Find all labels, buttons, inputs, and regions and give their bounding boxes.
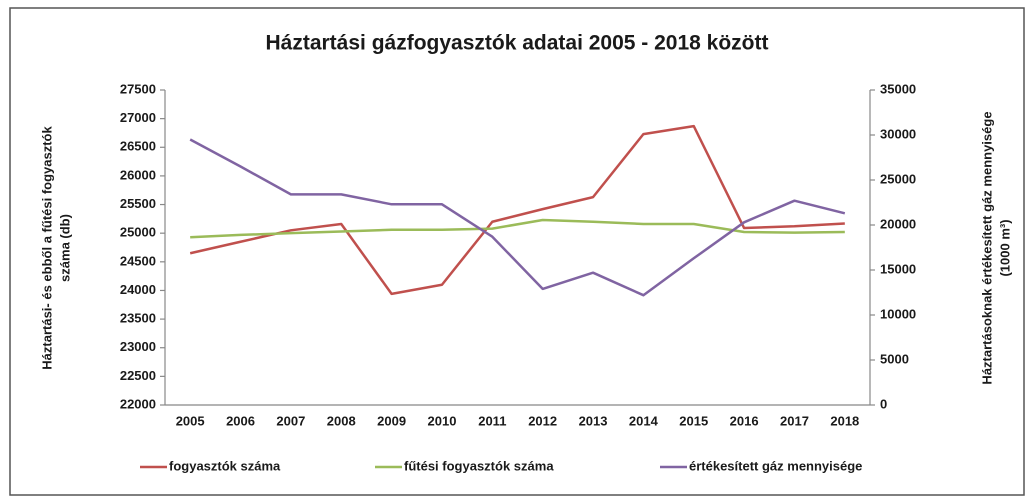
chart-title: Háztartási gázfogyasztók adatai 2005 - 2… <box>265 32 768 55</box>
y-tick-label: 24000 <box>120 282 156 297</box>
x-tick-label: 2006 <box>226 413 255 428</box>
y2-tick-label: 10000 <box>880 306 916 321</box>
series-line <box>189 124 845 296</box>
x-tick-label: 2018 <box>830 413 859 428</box>
x-tick-label: 2015 <box>679 413 708 428</box>
y-tick-label: 23000 <box>120 339 156 354</box>
y-tick-label: 26500 <box>120 139 156 154</box>
y2-axis-label: Háztartásoknak értékesített gáz mennyisé… <box>979 111 994 384</box>
y2-axis-label: (1000 m³) <box>997 219 1012 276</box>
y2-tick-label: 35000 <box>880 81 916 96</box>
y2-tick-label: 30000 <box>880 126 916 141</box>
series-line <box>190 218 845 239</box>
y-tick-label: 25500 <box>120 196 156 211</box>
y2-tick-label: 5000 <box>880 351 909 366</box>
frame <box>9 7 1025 496</box>
y-tick-label: 22500 <box>120 368 156 383</box>
x-tick-label: 2011 <box>478 413 506 428</box>
legend-label: fűtési fogyasztók száma <box>404 458 554 473</box>
x-tick-label: 2007 <box>276 413 305 428</box>
y-tick-label: 22000 <box>120 396 156 411</box>
x-tick-label: 2010 <box>428 413 457 428</box>
x-tick-label: 2005 <box>176 413 205 428</box>
y2-tick-label: 15000 <box>880 261 916 276</box>
y2-tick-label: 20000 <box>880 216 916 231</box>
x-tick-label: 2017 <box>780 413 809 428</box>
legend-label: értékesített gáz mennyisége <box>689 458 862 473</box>
x-tick-label: 2008 <box>327 413 356 428</box>
x-tick-label: 2014 <box>629 413 659 428</box>
y2-tick-label: 0 <box>880 396 887 411</box>
y2-tick-label: 25000 <box>880 171 916 186</box>
y-tick-label: 27500 <box>120 81 156 96</box>
y-axis-label: Háztartási- és ebből a fűtési fogyasztók <box>39 126 54 370</box>
legend-label: fogyasztók száma <box>169 458 281 473</box>
series-line <box>189 138 846 297</box>
x-tick-label: 2016 <box>730 413 759 428</box>
y-tick-label: 27000 <box>120 110 156 125</box>
y-tick-label: 25000 <box>120 225 156 240</box>
x-tick-label: 2013 <box>579 413 608 428</box>
y-axis-label: száma (db) <box>57 214 72 282</box>
y-tick-label: 26000 <box>120 167 156 182</box>
y-tick-label: 23500 <box>120 311 156 326</box>
x-tick-label: 2012 <box>528 413 557 428</box>
y-tick-label: 24500 <box>120 253 156 268</box>
x-tick-label: 2009 <box>377 413 406 428</box>
